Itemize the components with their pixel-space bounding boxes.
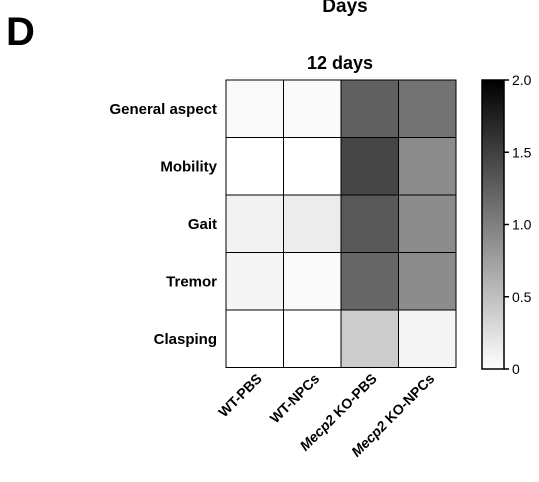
colorbar-tick-label: 0 xyxy=(512,361,520,377)
colorbar-tick-label: 0.5 xyxy=(512,289,532,305)
heatmap-cell xyxy=(225,137,284,196)
row-label: Gait xyxy=(188,216,217,233)
heatmap-cell xyxy=(225,194,284,253)
heatmap-cell xyxy=(283,137,342,196)
top-title: Days xyxy=(322,0,367,17)
column-label: WT-PBS xyxy=(215,370,265,420)
heatmap-cell xyxy=(283,194,342,253)
column-label-text: WT-NPCs xyxy=(267,370,323,426)
colorbar-bar xyxy=(481,79,505,370)
heatmap-cell xyxy=(340,252,399,311)
heatmap-cell xyxy=(398,194,457,253)
panel-label: D xyxy=(6,10,35,54)
heatmap-cell xyxy=(398,309,457,368)
colorbar-tick-label: 1.5 xyxy=(512,144,532,160)
heatmap-cell xyxy=(340,194,399,253)
heatmap-cell xyxy=(398,79,457,138)
heatmap-grid xyxy=(225,79,457,368)
heatmap-cell xyxy=(225,79,284,138)
colorbar-tick-label: 2.0 xyxy=(512,72,532,88)
heatmap-cell xyxy=(225,309,284,368)
heatmap-cell xyxy=(340,137,399,196)
chart-title: 12 days xyxy=(307,53,373,73)
row-labels: General aspect Mobility Gait Tremor Clasping xyxy=(109,101,217,348)
row-label: General aspect xyxy=(109,101,217,118)
row-label: Tremor xyxy=(166,273,217,290)
row-label: Mobility xyxy=(160,158,217,175)
heatmap-cell xyxy=(398,137,457,196)
column-label-text: KO-PBS xyxy=(327,370,380,423)
heatmap-cell xyxy=(283,309,342,368)
column-label-text: WT-PBS xyxy=(215,370,265,420)
heatmap-cell xyxy=(283,252,342,311)
colorbar: 0 0.5 1.0 1.5 2.0 xyxy=(481,72,532,377)
column-label: WT-NPCs xyxy=(267,370,323,426)
heatmap-cell xyxy=(283,79,342,138)
colorbar-tick-label: 1.0 xyxy=(512,217,532,233)
heatmap-cell xyxy=(225,252,284,311)
heatmap-cell xyxy=(340,309,399,368)
column-label-text: KO-NPCs xyxy=(379,370,438,429)
heatmap-cell xyxy=(340,79,399,138)
row-label: Clasping xyxy=(154,331,217,348)
heatmap-cell xyxy=(398,252,457,311)
